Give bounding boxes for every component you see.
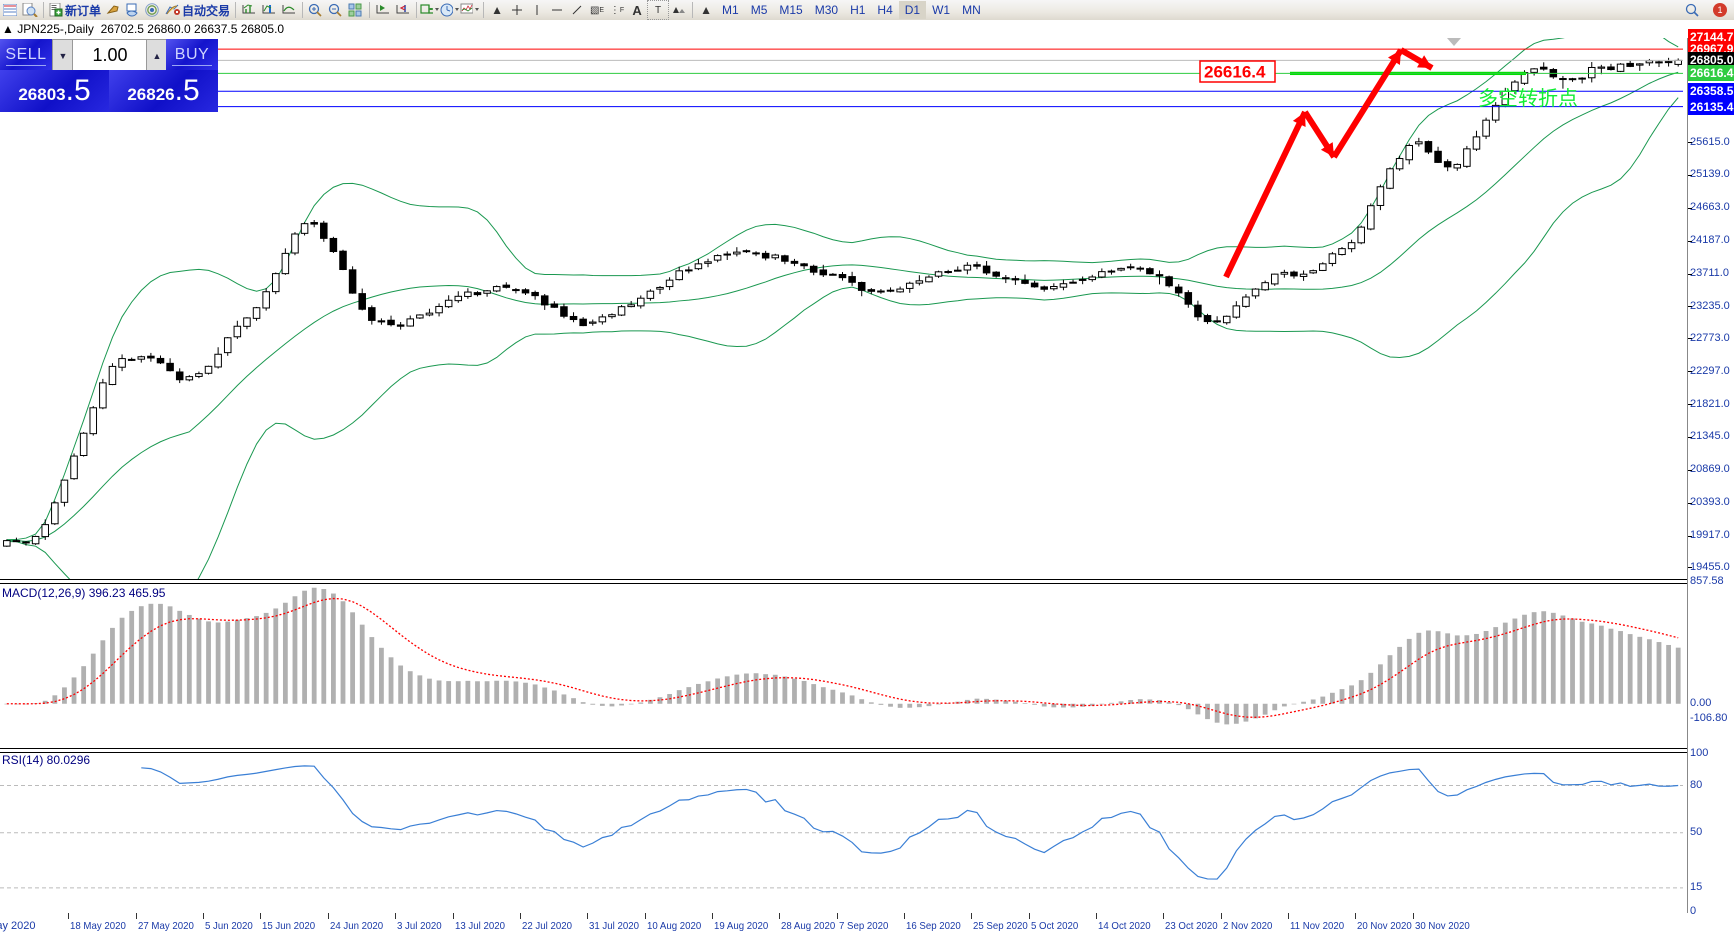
svg-text:MACD(12,26,9) 396.23 465.95: MACD(12,26,9) 396.23 465.95 (2, 586, 166, 600)
svg-text:多空转折点: 多空转折点 (1478, 87, 1578, 110)
svg-text:RSI(14) 80.0296: RSI(14) 80.0296 (2, 753, 90, 767)
svg-text:1: 1 (1717, 5, 1722, 15)
svg-text:26616.4: 26616.4 (1204, 63, 1266, 82)
